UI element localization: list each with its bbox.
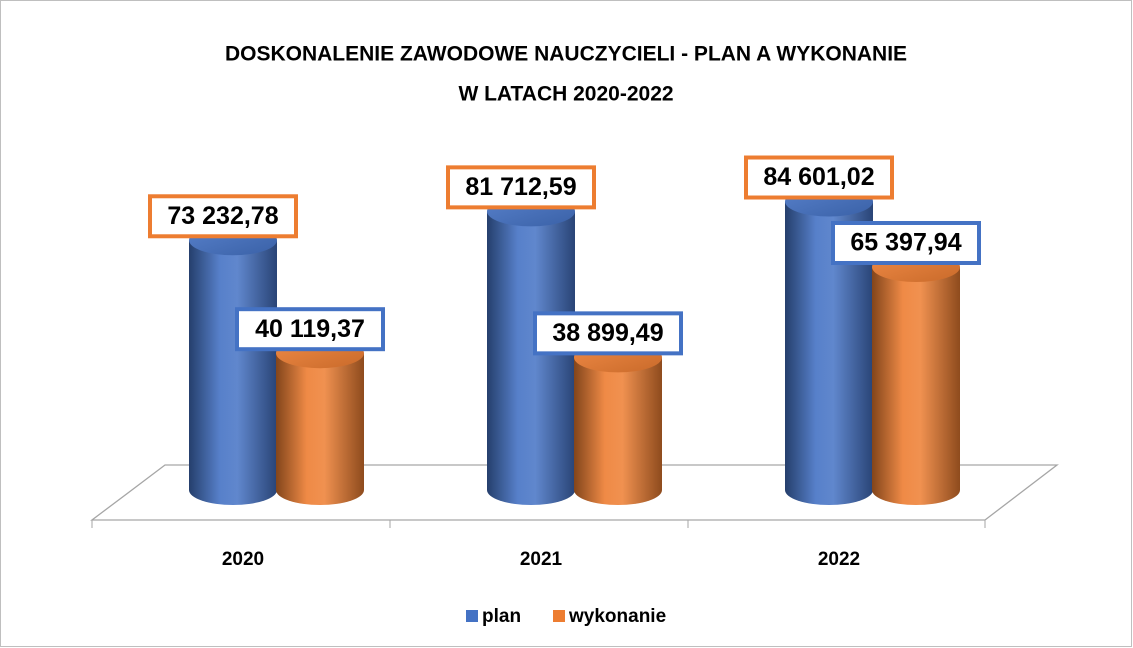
value-label-box: [831, 220, 981, 265]
cylinder-body: [189, 240, 277, 505]
legend-swatch: [466, 610, 478, 622]
cylinder-body: [785, 201, 873, 505]
cylinder-body: [574, 357, 662, 505]
value-label: 65 397,94: [850, 229, 961, 257]
value-label-box: [235, 307, 385, 352]
x-tick-label: 2020: [222, 549, 264, 570]
cylinder-body: [872, 266, 960, 505]
value-label-box: [446, 165, 596, 210]
value-label: 38 899,49: [552, 319, 663, 347]
cylinder-body: [276, 353, 364, 505]
chart-subtitle: W LATACH 2020-2022: [458, 83, 673, 106]
chart-title: DOSKONALENIE ZAWODOWE NAUCZYCIELI - PLAN…: [225, 43, 907, 66]
legend-label: plan: [482, 606, 521, 627]
value-label-box: [148, 194, 298, 239]
value-label: 81 712,59: [465, 173, 576, 201]
value-label: 84 601,02: [763, 163, 874, 191]
x-tick-label: 2022: [818, 549, 860, 570]
legend-label: wykonanie: [568, 606, 666, 627]
legend-swatch: [553, 610, 565, 622]
value-label: 40 119,37: [255, 315, 365, 343]
value-label-box: [533, 311, 683, 356]
x-tick-label: 2021: [520, 549, 563, 570]
cylinder-body: [487, 211, 575, 506]
value-label: 73 232,78: [167, 202, 278, 230]
value-label-box: [744, 155, 894, 200]
